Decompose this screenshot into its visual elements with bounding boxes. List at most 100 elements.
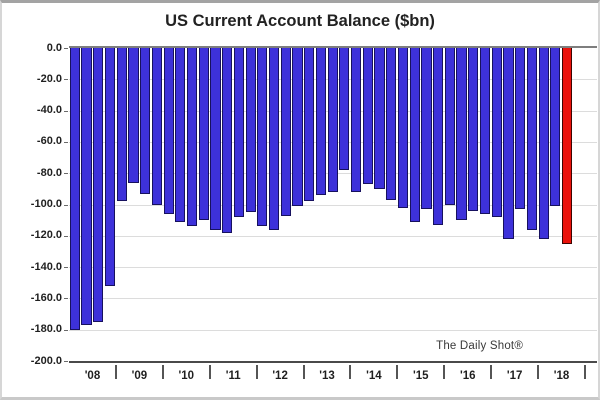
bar-16-q3 (468, 48, 479, 211)
bar-slot (479, 48, 491, 214)
bar-slot (186, 48, 198, 227)
bar-09-q2 (128, 48, 139, 183)
bar-slot (280, 48, 292, 216)
bar-09-q3 (140, 48, 151, 194)
bar-slot (421, 48, 433, 210)
x-tick-separator (255, 365, 258, 379)
y-tick-mark (64, 110, 68, 112)
bar-14-q2 (362, 48, 373, 185)
bar-17-q2 (503, 48, 514, 239)
bar-slot (116, 48, 128, 202)
bar-slot (268, 48, 280, 230)
y-tick-label: -160.0 (30, 291, 62, 304)
bar-series (69, 48, 585, 361)
bar-10-q3 (186, 48, 198, 227)
bar-13-q1 (304, 48, 315, 202)
x-tick-separator (396, 365, 399, 379)
bar-11-q4 (245, 48, 256, 213)
bar-09-q1 (116, 48, 127, 202)
bar-slot (81, 48, 93, 325)
x-tick-label: '10 (178, 369, 195, 382)
bar-slot (538, 48, 550, 239)
bar-slot (303, 48, 315, 202)
y-tick-label: -200.0 (30, 354, 62, 367)
y-tick-mark (64, 204, 68, 206)
bar-slot (362, 48, 374, 185)
watermark-text: The Daily Shot® (436, 340, 523, 352)
bar-15-q3 (421, 48, 432, 210)
bar-slot (432, 48, 444, 225)
y-tick-label: -60.0 (36, 135, 62, 148)
x-tick-label: '12 (272, 369, 288, 382)
x-category-cell: '09 (116, 361, 163, 387)
bar-slot (151, 48, 163, 205)
y-tick-label: -120.0 (30, 229, 62, 242)
x-tick-label: '14 (366, 369, 382, 382)
gridline (69, 235, 597, 237)
bar-slot (374, 48, 386, 189)
bar-08-q4 (104, 48, 116, 286)
x-category-cell: '16 (444, 361, 491, 387)
y-tick-mark (64, 298, 68, 300)
x-tick-label: '08 (84, 369, 101, 382)
bar-slot (315, 48, 327, 196)
y-tick-mark (64, 48, 68, 49)
bar-slot (210, 48, 222, 230)
bar-18-q3 (561, 48, 573, 244)
x-category-cell: '18 (538, 361, 585, 387)
plot-area: The Daily Shot® (69, 46, 597, 363)
bar-15-q2 (409, 48, 420, 222)
x-tick-separator (114, 365, 117, 379)
gridline (69, 204, 597, 206)
bar-08-q1 (69, 48, 80, 330)
x-tick-separator (161, 365, 164, 379)
x-axis-line (69, 361, 597, 363)
x-tick-label: '17 (506, 369, 523, 382)
bar-slot (561, 48, 573, 244)
x-category-cell: '08 (69, 361, 116, 387)
bar-slot (69, 48, 81, 330)
bar-slot (233, 48, 245, 217)
bar-17-q3 (515, 48, 526, 210)
bar-18-q2 (550, 48, 561, 207)
x-tick-label: '15 (413, 369, 429, 382)
x-tick-separator (443, 365, 446, 379)
bar-slot (491, 48, 503, 217)
gridline (69, 267, 597, 269)
bar-16-q1 (444, 48, 455, 205)
bar-14-q4 (386, 48, 397, 200)
bar-slot (467, 48, 479, 211)
bar-13-q2 (315, 48, 327, 196)
y-tick-label: -140.0 (30, 260, 62, 273)
bar-slot (397, 48, 409, 208)
bar-12-q4 (292, 48, 303, 207)
bar-slot (327, 48, 339, 192)
bar-17-q4 (526, 48, 537, 230)
bar-08-q2 (81, 48, 92, 325)
x-tick-label: '13 (319, 369, 335, 382)
x-tick-separator (349, 365, 352, 379)
bar-slot (339, 48, 351, 171)
x-axis: '08 '09 '10 '11 '12 '13 '14 '15 '16 '17 '18 (69, 361, 586, 387)
chart-title: US Current Account Balance ($bn) (165, 12, 435, 30)
bar-slot (198, 48, 210, 221)
bar-09-q4 (151, 48, 162, 205)
bar-13-q4 (339, 48, 350, 171)
bar-15-q1 (397, 48, 409, 208)
y-axis: 0.0 -20.0 -40.0 -60.0 -80.0 -100.0 -120.0 -140.… (2, 42, 68, 366)
y-tick-mark (64, 173, 68, 175)
bar-slot (257, 48, 269, 227)
bar-12-q1 (257, 48, 268, 227)
bar-11-q2 (222, 48, 233, 233)
y-tick-mark (64, 79, 68, 81)
bar-10-q4 (198, 48, 209, 221)
bar-slot (92, 48, 104, 322)
bar-16-q2 (456, 48, 467, 221)
bar-17-q1 (491, 48, 502, 217)
x-category-cell: '12 (257, 361, 304, 387)
x-category-cell: '10 (163, 361, 210, 387)
bar-slot (503, 48, 515, 239)
bar-08-q3 (93, 48, 104, 322)
bar-11-q3 (233, 48, 245, 217)
y-tick-mark (64, 361, 68, 362)
